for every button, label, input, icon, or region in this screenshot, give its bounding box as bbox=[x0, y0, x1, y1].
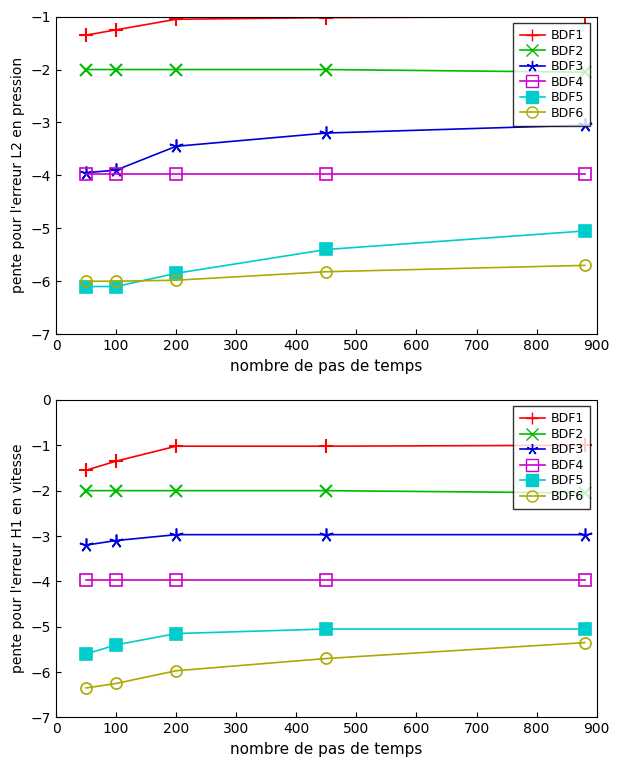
BDF6 bbox=[323, 267, 330, 276]
BDF1 bbox=[581, 12, 589, 22]
BDF5 bbox=[173, 629, 180, 638]
BDF2 bbox=[173, 486, 180, 495]
BDF1 bbox=[83, 465, 90, 475]
BDF6 bbox=[112, 679, 120, 688]
Legend: BDF1, BDF2, BDF3, BDF4, BDF5, BDF6: BDF1, BDF2, BDF3, BDF4, BDF5, BDF6 bbox=[514, 23, 591, 126]
BDF4 bbox=[323, 575, 330, 584]
BDF4 bbox=[581, 169, 589, 178]
Line: BDF5: BDF5 bbox=[81, 225, 590, 292]
BDF3 bbox=[323, 530, 330, 539]
BDF5 bbox=[173, 269, 180, 278]
BDF2 bbox=[323, 65, 330, 74]
BDF3 bbox=[173, 141, 180, 151]
BDF1 bbox=[323, 13, 330, 22]
BDF4 bbox=[83, 575, 90, 584]
BDF5 bbox=[581, 624, 589, 634]
BDF5 bbox=[83, 282, 90, 291]
BDF1 bbox=[323, 442, 330, 451]
Line: BDF1: BDF1 bbox=[79, 439, 592, 477]
BDF4 bbox=[323, 169, 330, 178]
BDF4 bbox=[173, 575, 180, 584]
Line: BDF4: BDF4 bbox=[81, 574, 590, 585]
BDF2 bbox=[83, 486, 90, 495]
BDF2 bbox=[112, 486, 120, 495]
Line: BDF2: BDF2 bbox=[80, 63, 591, 78]
BDF3 bbox=[112, 536, 120, 545]
BDF6 bbox=[173, 276, 180, 285]
BDF4 bbox=[173, 169, 180, 178]
BDF1 bbox=[83, 31, 90, 40]
BDF3 bbox=[581, 530, 589, 539]
Y-axis label: pente pour l'erreur L2 en pression: pente pour l'erreur L2 en pression bbox=[11, 58, 25, 293]
BDF3 bbox=[173, 530, 180, 539]
BDF1 bbox=[112, 25, 120, 35]
BDF1 bbox=[581, 441, 589, 450]
Line: BDF6: BDF6 bbox=[81, 260, 590, 286]
BDF2 bbox=[581, 68, 589, 77]
BDF5 bbox=[323, 624, 330, 634]
Line: BDF5: BDF5 bbox=[81, 624, 590, 660]
Y-axis label: pente pour l'erreur H1 en vitesse: pente pour l'erreur H1 en vitesse bbox=[11, 444, 25, 674]
Line: BDF3: BDF3 bbox=[79, 118, 592, 180]
BDF5 bbox=[581, 227, 589, 236]
Line: BDF2: BDF2 bbox=[80, 485, 591, 499]
Line: BDF6: BDF6 bbox=[81, 637, 590, 694]
X-axis label: nombre de pas de temps: nombre de pas de temps bbox=[230, 359, 422, 373]
BDF3 bbox=[581, 121, 589, 130]
BDF2 bbox=[83, 65, 90, 74]
BDF3 bbox=[83, 168, 90, 177]
BDF5 bbox=[112, 282, 120, 291]
Line: BDF3: BDF3 bbox=[79, 528, 592, 552]
BDF4 bbox=[581, 575, 589, 584]
BDF2 bbox=[323, 486, 330, 495]
BDF1 bbox=[173, 442, 180, 451]
X-axis label: nombre de pas de temps: nombre de pas de temps bbox=[230, 742, 422, 757]
BDF2 bbox=[581, 488, 589, 498]
BDF3 bbox=[112, 165, 120, 174]
BDF5 bbox=[323, 245, 330, 254]
BDF6 bbox=[323, 654, 330, 663]
BDF2 bbox=[112, 65, 120, 74]
Line: BDF1: BDF1 bbox=[79, 10, 592, 42]
BDF4 bbox=[83, 169, 90, 178]
BDF3 bbox=[323, 128, 330, 137]
BDF6 bbox=[581, 261, 589, 270]
BDF5 bbox=[83, 650, 90, 659]
BDF3 bbox=[83, 541, 90, 550]
BDF6 bbox=[173, 666, 180, 675]
BDF4 bbox=[112, 169, 120, 178]
BDF5 bbox=[112, 641, 120, 650]
BDF2 bbox=[173, 65, 180, 74]
BDF6 bbox=[83, 684, 90, 693]
BDF4 bbox=[112, 575, 120, 584]
Line: BDF4: BDF4 bbox=[81, 168, 590, 180]
BDF6 bbox=[83, 276, 90, 286]
BDF6 bbox=[112, 276, 120, 286]
Legend: BDF1, BDF2, BDF3, BDF4, BDF5, BDF6: BDF1, BDF2, BDF3, BDF4, BDF5, BDF6 bbox=[514, 406, 591, 509]
BDF6 bbox=[581, 638, 589, 647]
BDF1 bbox=[173, 15, 180, 24]
BDF1 bbox=[112, 456, 120, 465]
